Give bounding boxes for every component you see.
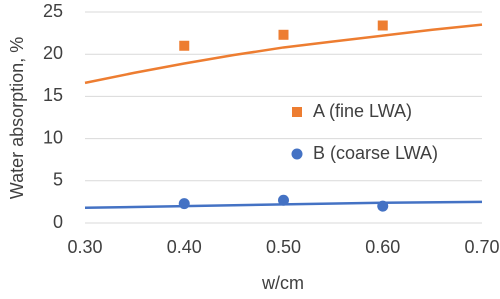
legend-label: A (fine LWA) <box>313 101 412 121</box>
marker <box>278 29 289 40</box>
x-tick-label: 0.40 <box>167 237 202 257</box>
y-tick-label: 20 <box>43 43 63 63</box>
legend-marker <box>292 107 302 117</box>
marker <box>377 20 388 31</box>
legend-marker <box>291 148 303 160</box>
marker <box>178 198 190 210</box>
x-axis-label: w/cm <box>261 273 304 293</box>
marker <box>278 194 289 206</box>
legend-label: B (coarse LWA) <box>313 143 438 163</box>
y-axis-label: Water absorption, % <box>7 37 27 199</box>
y-tick-label: 0 <box>53 212 63 232</box>
x-tick-label: 0.30 <box>67 237 102 257</box>
x-tick-label: 0.70 <box>464 237 499 257</box>
marker <box>179 40 190 51</box>
x-tick-label: 0.60 <box>365 237 400 257</box>
marker <box>377 200 389 212</box>
trendline <box>84 23 483 85</box>
x-tick-label: 0.50 <box>266 237 301 257</box>
y-tick-label: 10 <box>43 127 63 147</box>
y-tick-label: 15 <box>43 85 63 105</box>
y-tick-label: 5 <box>53 170 63 190</box>
y-tick-label: 25 <box>43 1 63 21</box>
